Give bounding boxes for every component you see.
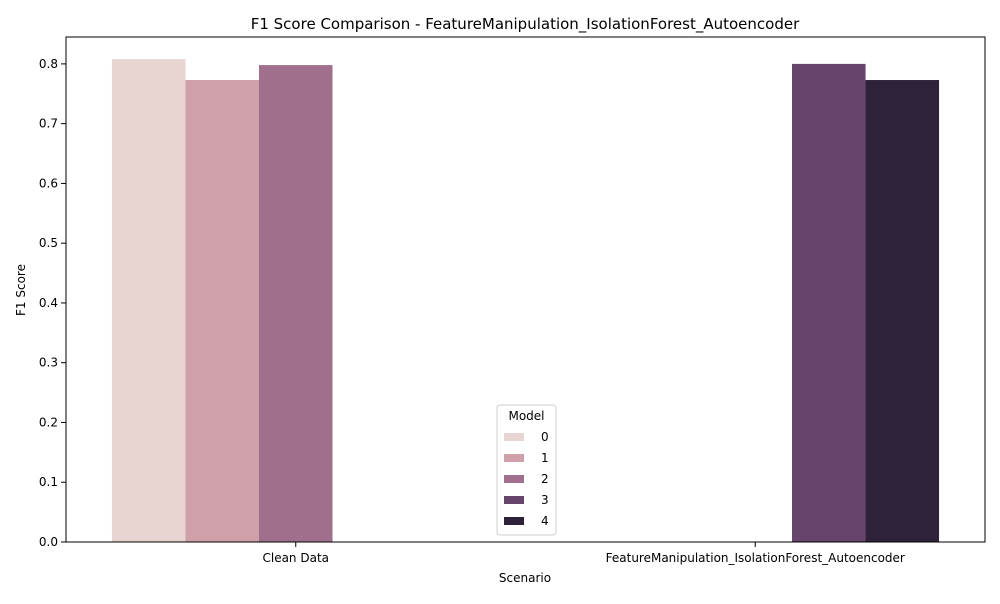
x-tick-label: FeatureManipulation_IsolationForest_Auto… (606, 551, 905, 565)
legend: Model 0 1 2 3 4 (496, 404, 557, 536)
y-tick-label: 0.4 (39, 296, 58, 310)
y-tick-label: 0.8 (39, 57, 58, 71)
legend-title: Model (508, 409, 544, 423)
legend-label-0: 0 (541, 430, 549, 444)
y-tick-label: 0.0 (39, 535, 58, 549)
legend-swatch-4 (504, 517, 524, 525)
y-tick-label: 0.3 (39, 356, 58, 370)
legend-label-3: 3 (541, 493, 549, 507)
legend-label-1: 1 (541, 451, 549, 465)
y-axis: 0.0 0.1 0.2 0.3 0.4 0.5 0.6 0.7 0.8 (39, 57, 66, 549)
y-axis-label: F1 Score (14, 264, 28, 316)
legend-label-4: 4 (541, 514, 549, 528)
x-axis: Clean Data FeatureManipulation_IsolationF… (262, 542, 905, 565)
legend-swatch-3 (504, 496, 524, 504)
bars-group (111, 59, 940, 543)
legend-swatch-2 (504, 475, 524, 483)
x-axis-label: Scenario (499, 571, 551, 585)
bar-model-1-cat-0 (185, 80, 259, 542)
y-tick-label: 0.2 (39, 415, 58, 429)
legend-swatch-0 (504, 433, 524, 441)
y-tick-label: 0.6 (39, 176, 58, 190)
legend-swatch-1 (504, 454, 524, 462)
y-tick-label: 0.5 (39, 236, 58, 250)
x-tick-label: Clean Data (262, 551, 329, 565)
bar-model-0-cat-0 (111, 59, 186, 542)
legend-label-2: 2 (541, 472, 549, 486)
plot-frame (65, 36, 986, 543)
y-tick-label: 0.7 (39, 117, 58, 131)
bar-model-3-cat-1 (792, 63, 866, 542)
chart-title: F1 Score Comparison - FeatureManipulatio… (251, 15, 800, 34)
bar-model-4-cat-1 (865, 80, 940, 542)
y-tick-label: 0.1 (39, 475, 58, 489)
bar-model-2-cat-0 (258, 65, 333, 543)
